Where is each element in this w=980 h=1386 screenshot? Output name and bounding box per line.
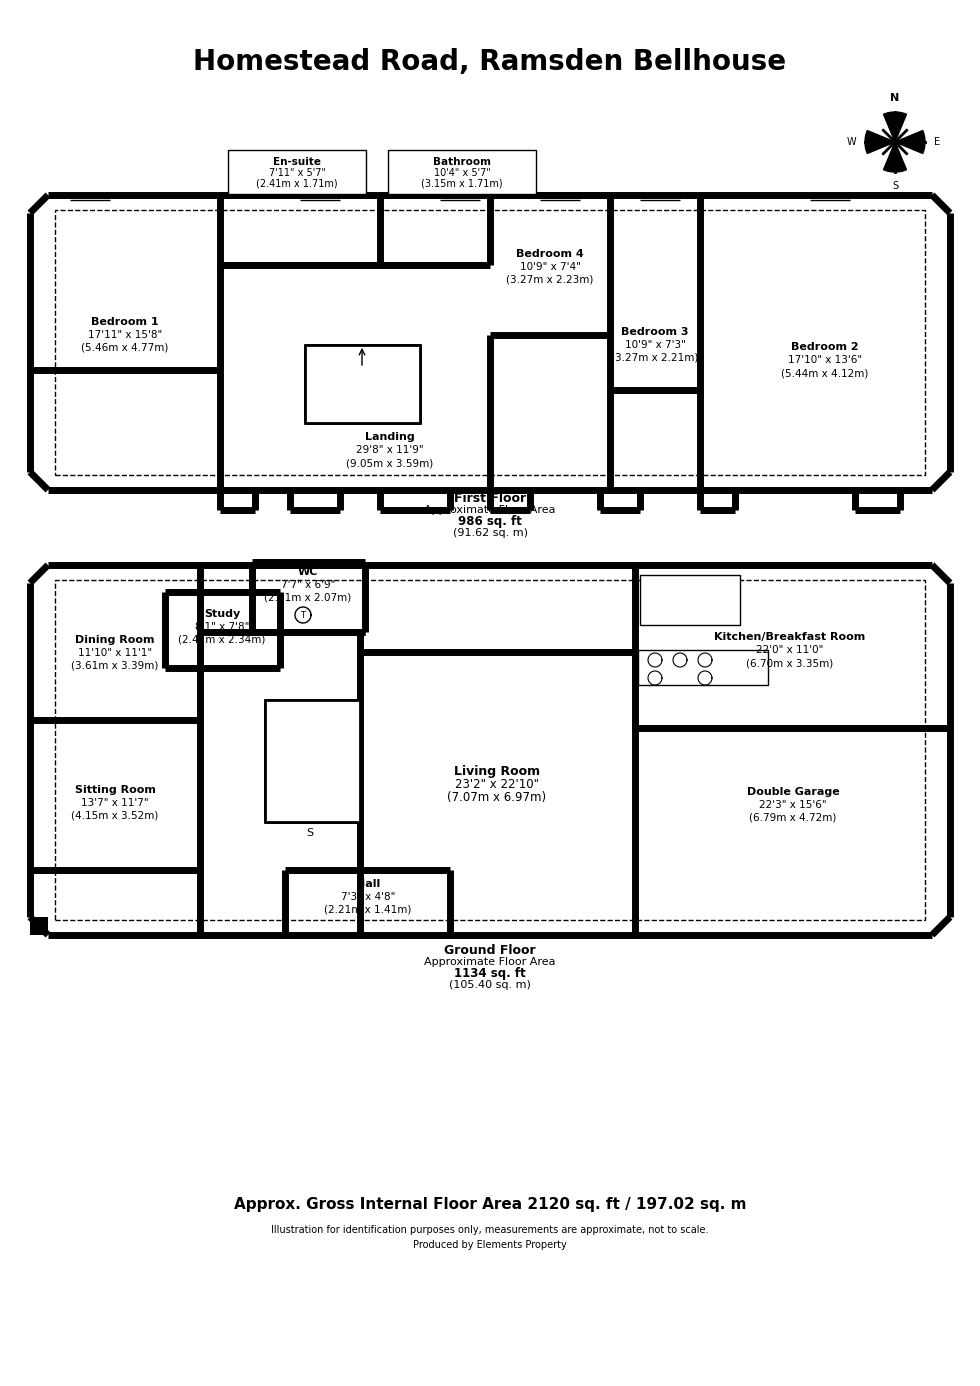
Text: Bathroom: Bathroom bbox=[433, 157, 491, 166]
Text: (7.07m x 6.97m): (7.07m x 6.97m) bbox=[448, 791, 547, 804]
Text: 7'11" x 5'7": 7'11" x 5'7" bbox=[269, 168, 325, 177]
Text: Kitchen/Breakfast Room: Kitchen/Breakfast Room bbox=[714, 632, 865, 642]
Text: Hall: Hall bbox=[356, 879, 380, 888]
Text: (2.47m x 2.34m): (2.47m x 2.34m) bbox=[178, 635, 266, 644]
Polygon shape bbox=[895, 130, 925, 154]
Text: E: E bbox=[934, 137, 940, 147]
Text: Approximate Floor Area: Approximate Floor Area bbox=[424, 505, 556, 516]
Text: 23'2" x 22'10": 23'2" x 22'10" bbox=[455, 779, 539, 791]
Text: 22'3" x 15'6": 22'3" x 15'6" bbox=[760, 800, 827, 809]
Text: (3.15m x 1.71m): (3.15m x 1.71m) bbox=[421, 179, 503, 188]
Text: (2.41m x 1.71m): (2.41m x 1.71m) bbox=[256, 179, 338, 188]
Text: (2.21m x 1.41m): (2.21m x 1.41m) bbox=[324, 905, 412, 915]
Polygon shape bbox=[884, 141, 906, 172]
Bar bbox=[228, 150, 366, 194]
Text: 17'10" x 13'6": 17'10" x 13'6" bbox=[788, 355, 862, 365]
Text: Homestead Road, Ramsden Bellhouse: Homestead Road, Ramsden Bellhouse bbox=[193, 49, 787, 76]
Text: 11'10" x 11'1": 11'10" x 11'1" bbox=[78, 649, 152, 658]
Text: Bedroom 2: Bedroom 2 bbox=[791, 342, 858, 352]
Text: (2.31m x 2.07m): (2.31m x 2.07m) bbox=[265, 593, 352, 603]
Text: (6.79m x 4.72m): (6.79m x 4.72m) bbox=[750, 814, 837, 823]
Text: 29'8" x 11'9": 29'8" x 11'9" bbox=[356, 445, 423, 455]
Bar bbox=[55, 211, 925, 475]
Text: (5.46m x 4.77m): (5.46m x 4.77m) bbox=[81, 342, 169, 353]
Text: Produced by Elements Property: Produced by Elements Property bbox=[414, 1240, 566, 1250]
Text: Bedroom 1: Bedroom 1 bbox=[91, 317, 159, 327]
Text: (4.15m x 3.52m): (4.15m x 3.52m) bbox=[72, 811, 159, 821]
Text: (3.27m x 2.23m): (3.27m x 2.23m) bbox=[507, 274, 594, 286]
Text: 22'0" x 11'0": 22'0" x 11'0" bbox=[757, 644, 823, 656]
Text: 7'3" x 4'8": 7'3" x 4'8" bbox=[341, 893, 395, 902]
Text: Dining Room: Dining Room bbox=[75, 635, 155, 644]
Text: Approximate Floor Area: Approximate Floor Area bbox=[424, 956, 556, 967]
Text: Double Garage: Double Garage bbox=[747, 787, 840, 797]
Text: S: S bbox=[307, 827, 314, 839]
Text: Landing: Landing bbox=[366, 432, 415, 442]
Text: Bedroom 4: Bedroom 4 bbox=[516, 249, 584, 259]
Text: WC: WC bbox=[298, 567, 319, 577]
Text: 986 sq. ft: 986 sq. ft bbox=[458, 514, 522, 528]
Bar bbox=[30, 918, 48, 936]
Text: (6.70m x 3.35m): (6.70m x 3.35m) bbox=[747, 658, 834, 668]
Text: Study: Study bbox=[204, 608, 240, 620]
Text: Approx. Gross Internal Floor Area 2120 sq. ft / 197.02 sq. m: Approx. Gross Internal Floor Area 2120 s… bbox=[234, 1198, 746, 1213]
Text: (105.40 sq. m): (105.40 sq. m) bbox=[449, 980, 531, 990]
Text: Sitting Room: Sitting Room bbox=[74, 784, 156, 796]
Text: (9.05m x 3.59m): (9.05m x 3.59m) bbox=[346, 457, 433, 468]
Text: 13'7" x 11'7": 13'7" x 11'7" bbox=[81, 798, 149, 808]
Text: 1134 sq. ft: 1134 sq. ft bbox=[454, 966, 526, 980]
Text: 7'7" x 6'9": 7'7" x 6'9" bbox=[281, 579, 335, 590]
Text: (3.27m x 2.21m): (3.27m x 2.21m) bbox=[612, 353, 699, 363]
Text: 10'9" x 7'4": 10'9" x 7'4" bbox=[519, 262, 580, 272]
Text: Ground Floor: Ground Floor bbox=[444, 944, 536, 956]
Text: T: T bbox=[301, 610, 306, 620]
Text: 17'11" x 15'8": 17'11" x 15'8" bbox=[88, 330, 162, 340]
Text: (5.44m x 4.12m): (5.44m x 4.12m) bbox=[781, 369, 868, 378]
Bar bbox=[388, 150, 536, 194]
Text: Living Room: Living Room bbox=[454, 765, 540, 779]
Text: Bedroom 3: Bedroom 3 bbox=[621, 327, 689, 337]
Text: (91.62 sq. m): (91.62 sq. m) bbox=[453, 528, 527, 538]
Bar bbox=[55, 579, 925, 920]
Text: 10'9" x 7'3": 10'9" x 7'3" bbox=[624, 340, 685, 351]
Text: N: N bbox=[891, 93, 900, 103]
Bar bbox=[265, 700, 360, 822]
Bar bbox=[640, 575, 740, 625]
Text: W: W bbox=[847, 137, 856, 147]
Text: 8'1" x 7'8": 8'1" x 7'8" bbox=[195, 622, 249, 632]
Polygon shape bbox=[884, 112, 906, 141]
Bar bbox=[638, 650, 768, 685]
Text: (3.61m x 3.39m): (3.61m x 3.39m) bbox=[72, 661, 159, 671]
Bar bbox=[305, 345, 420, 423]
Text: Illustration for identification purposes only, measurements are approximate, not: Illustration for identification purposes… bbox=[271, 1225, 709, 1235]
Text: 10'4" x 5'7": 10'4" x 5'7" bbox=[433, 168, 490, 177]
Text: S: S bbox=[892, 182, 898, 191]
Text: First Floor: First Floor bbox=[454, 492, 526, 505]
Polygon shape bbox=[865, 130, 895, 154]
Text: En-suite: En-suite bbox=[273, 157, 321, 166]
